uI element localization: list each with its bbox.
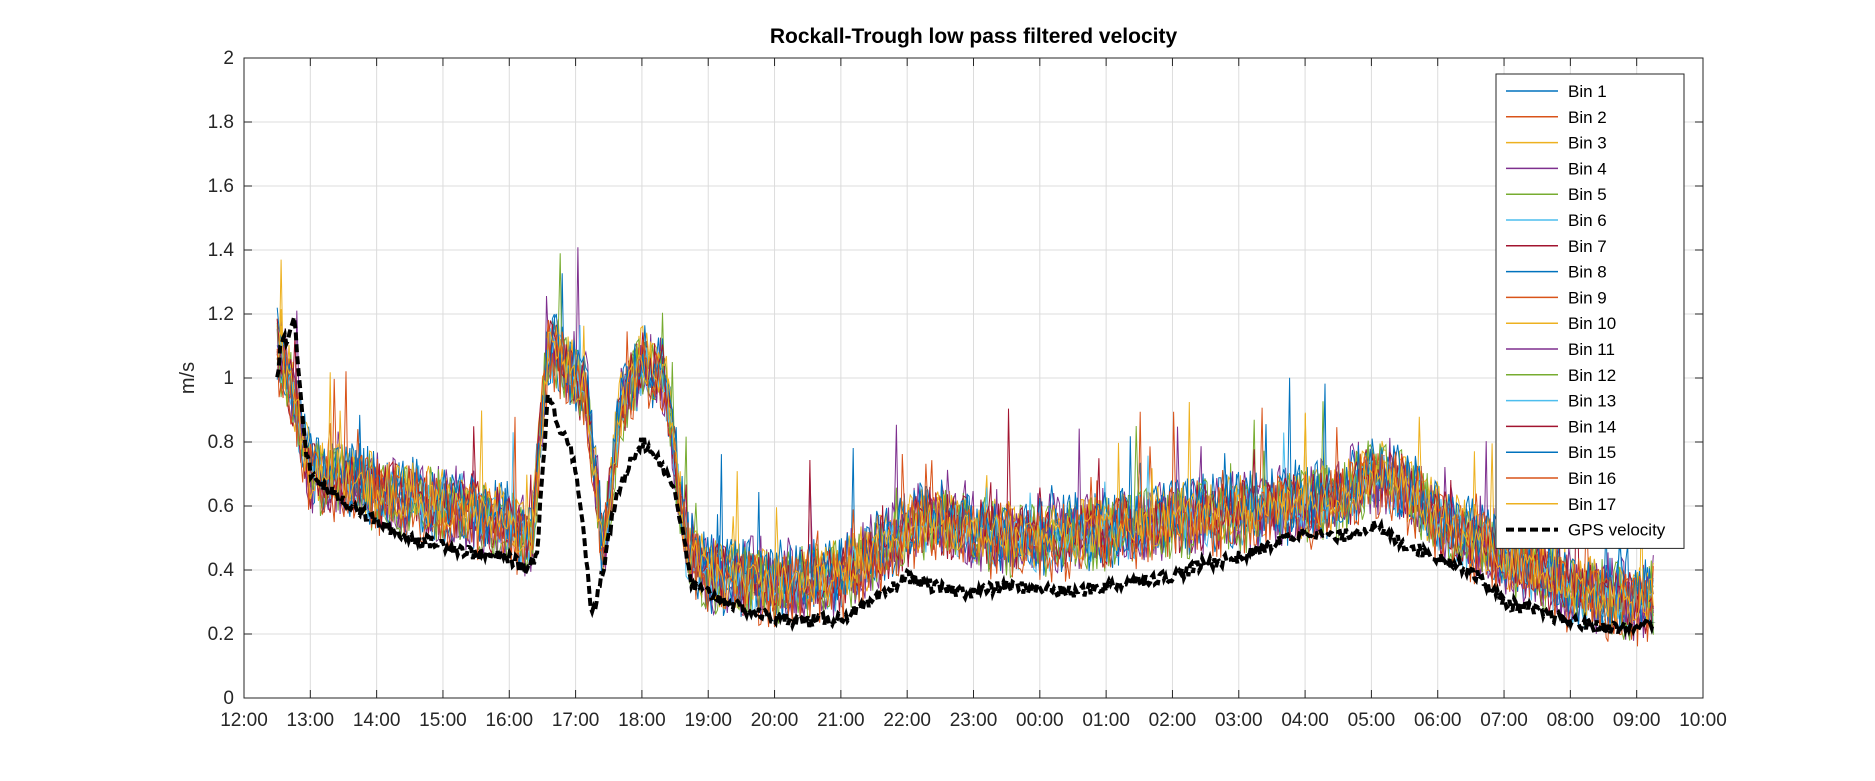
series-line-bin-15 bbox=[276, 307, 1654, 624]
x-tick-label: 15:00 bbox=[419, 710, 467, 731]
legend-label: Bin 17 bbox=[1568, 495, 1616, 514]
legend-label: Bin 5 bbox=[1568, 185, 1607, 204]
legend-label: Bin 1 bbox=[1568, 82, 1607, 101]
y-tick-label: 1.6 bbox=[208, 176, 234, 197]
x-tick-label: 05:00 bbox=[1348, 710, 1396, 731]
x-tick-label: 10:00 bbox=[1679, 710, 1727, 731]
legend-box bbox=[1495, 73, 1685, 549]
y-tick-label: 0.4 bbox=[208, 560, 235, 581]
x-tick-label: 13:00 bbox=[287, 710, 335, 731]
y-tick-label: 0.6 bbox=[208, 496, 234, 517]
legend-label: Bin 12 bbox=[1568, 366, 1616, 385]
legend-label: Bin 14 bbox=[1568, 417, 1616, 436]
x-tick-label: 18:00 bbox=[618, 710, 666, 731]
axis-ticks: 12:00 13:00 14:00 15:00 16:00 17:00 18:00 19:00… bbox=[208, 48, 1727, 731]
legend-label: Bin 8 bbox=[1568, 263, 1607, 282]
x-tick-label: 22:00 bbox=[883, 710, 931, 731]
legend-label: Bin 4 bbox=[1568, 159, 1607, 178]
x-tick-label: 04:00 bbox=[1281, 710, 1329, 731]
legend: Bin 1 Bin 2 Bin 3 Bin 4 Bin 5 Bin 6 Bin 7 Bin 8… bbox=[1495, 73, 1685, 549]
x-tick-label: 00:00 bbox=[1016, 710, 1064, 731]
series-line-bin-17 bbox=[276, 309, 1654, 623]
legend-label: Bin 6 bbox=[1568, 211, 1607, 230]
x-tick-label: 08:00 bbox=[1547, 710, 1595, 731]
y-tick-label: 1.4 bbox=[208, 240, 235, 261]
series-line-bin-6 bbox=[276, 324, 1654, 634]
x-tick-label: 23:00 bbox=[950, 710, 998, 731]
x-tick-label: 16:00 bbox=[485, 710, 533, 731]
legend-label: Bin 10 bbox=[1568, 314, 1616, 333]
x-tick-label: 14:00 bbox=[353, 710, 401, 731]
y-tick-label: 1.2 bbox=[208, 304, 234, 325]
y-tick-label: 0.8 bbox=[208, 432, 234, 453]
y-tick-label: 1.8 bbox=[208, 112, 234, 133]
x-tick-label: 21:00 bbox=[817, 710, 865, 731]
legend-label: Bin 2 bbox=[1568, 108, 1607, 127]
y-tick-label: 1 bbox=[223, 368, 234, 389]
x-tick-label: 20:00 bbox=[751, 710, 799, 731]
x-tick-label: 12:00 bbox=[220, 710, 268, 731]
series-line-bin-16 bbox=[276, 321, 1654, 647]
legend-label: Bin 16 bbox=[1568, 469, 1616, 488]
x-tick-label: 01:00 bbox=[1082, 710, 1130, 731]
legend-label: Bin 11 bbox=[1568, 340, 1615, 359]
series-line-gps-velocity bbox=[275, 316, 1656, 638]
x-tick-label: 07:00 bbox=[1480, 710, 1528, 731]
y-tick-label: 2 bbox=[223, 48, 234, 69]
legend-label: Bin 15 bbox=[1568, 443, 1616, 462]
chart-title: Rockall-Trough low pass filtered velocit… bbox=[770, 25, 1178, 48]
y-axis-label: m/s bbox=[177, 362, 199, 394]
legend-label: GPS velocity bbox=[1568, 521, 1666, 540]
x-tick-label: 03:00 bbox=[1215, 710, 1263, 731]
x-tick-label: 19:00 bbox=[684, 710, 732, 731]
x-tick-label: 06:00 bbox=[1414, 710, 1462, 731]
legend-label: Bin 13 bbox=[1568, 392, 1616, 411]
x-tick-label: 02:00 bbox=[1149, 710, 1197, 731]
legend-label: Bin 3 bbox=[1568, 134, 1607, 153]
plot-lines bbox=[275, 247, 1656, 647]
x-tick-label: 17:00 bbox=[552, 710, 600, 731]
legend-label: Bin 9 bbox=[1568, 288, 1607, 307]
x-tick-label: 09:00 bbox=[1613, 710, 1661, 731]
legend-label: Bin 7 bbox=[1568, 237, 1607, 256]
y-tick-label: 0.2 bbox=[208, 624, 234, 645]
y-tick-label: 0 bbox=[223, 688, 234, 709]
